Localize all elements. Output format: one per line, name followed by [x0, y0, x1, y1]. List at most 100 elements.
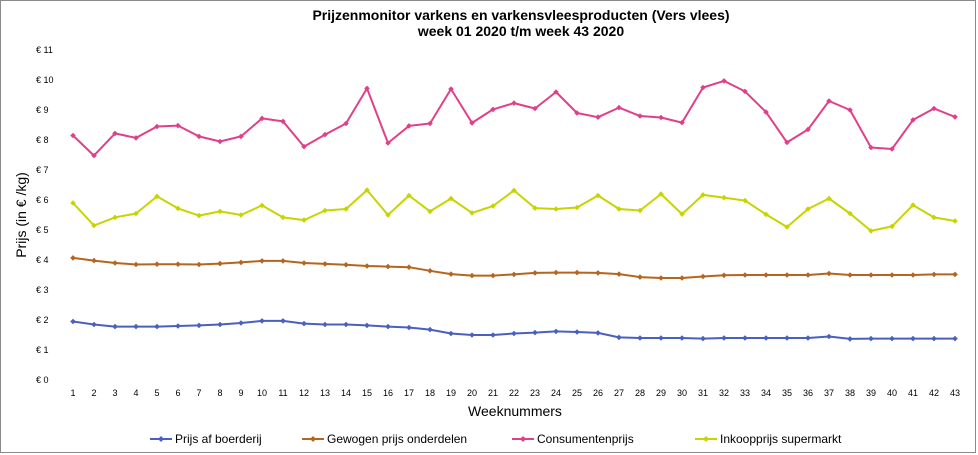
data-point: [385, 263, 391, 270]
x-tick-label: 28: [635, 388, 645, 398]
data-point: [280, 118, 286, 125]
x-tick-label: 2: [91, 388, 96, 398]
x-tick-label: 40: [887, 388, 897, 398]
data-point: [742, 197, 748, 204]
data-point: [427, 268, 433, 274]
x-tick-label: 16: [383, 388, 393, 398]
y-tick-label: € 6: [36, 195, 49, 205]
data-point: [637, 113, 643, 119]
data-point: [721, 78, 727, 84]
data-point: [595, 270, 601, 276]
data-point: [364, 322, 370, 329]
x-tick-label: 23: [530, 388, 540, 398]
data-point: [532, 105, 538, 112]
data-point: [91, 257, 97, 264]
data-point: [322, 131, 328, 138]
x-tick-label: 36: [803, 388, 813, 398]
data-point: [385, 323, 391, 330]
data-point: [595, 192, 601, 199]
data-point: [175, 122, 181, 129]
data-point: [343, 206, 349, 212]
data-point: [931, 214, 937, 221]
data-point: [259, 318, 265, 324]
data-point: [637, 207, 643, 214]
data-point: [805, 335, 811, 341]
series-line: [72, 189, 956, 232]
data-point: [196, 133, 202, 140]
series-line: [72, 79, 956, 157]
data-point: [616, 271, 622, 277]
data-point: [532, 270, 538, 276]
data-point: [427, 120, 433, 127]
data-point: [301, 217, 307, 223]
data-point: [616, 206, 622, 212]
data-point: [826, 195, 832, 202]
data-point: [721, 272, 727, 279]
x-tick-label: 18: [425, 388, 435, 398]
data-point: [406, 192, 412, 199]
x-tick-label: 22: [509, 388, 519, 398]
x-tick-label: 10: [257, 388, 267, 398]
y-tick-label: € 7: [36, 165, 49, 175]
data-point: [658, 335, 664, 341]
chart-title-line2: week 01 2020 t/m week 43 2020: [417, 23, 624, 39]
data-point: [952, 114, 958, 120]
legend-label: Consumentenprijs: [537, 432, 634, 446]
data-point: [259, 115, 265, 122]
data-point: [301, 260, 307, 266]
y-axis-ticks: € 0 € 1 € 2 € 3 € 4 € 5 € 6 € 7 € 8 € 9 € 10 € 11: [36, 45, 54, 385]
x-axis-label: Weeknummers: [468, 403, 562, 419]
data-point: [679, 335, 685, 341]
data-point: [175, 323, 181, 329]
data-point: [910, 272, 916, 278]
data-point: [469, 272, 475, 279]
x-tick-label: 6: [175, 388, 180, 398]
x-tick-label: 30: [677, 388, 687, 398]
data-point: [616, 334, 622, 341]
x-tick-label: 8: [217, 388, 222, 398]
data-point: [637, 274, 643, 280]
data-point: [742, 88, 748, 95]
data-point: [532, 205, 538, 211]
data-point: [826, 333, 832, 340]
data-point: [112, 130, 118, 137]
y-tick-label: € 10: [36, 75, 54, 85]
x-tick-label: 13: [320, 388, 330, 398]
data-point: [469, 210, 475, 216]
data-point: [364, 263, 370, 269]
data-point: [553, 206, 559, 212]
data-point: [343, 321, 349, 328]
data-point: [280, 214, 286, 221]
y-tick-label: € 5: [36, 225, 49, 235]
data-point: [868, 272, 874, 278]
series-consumentenprijs: [70, 78, 958, 159]
data-point: [658, 191, 664, 197]
data-point: [595, 114, 601, 120]
legend-marker: [310, 436, 316, 442]
legend-marker: [158, 436, 164, 442]
data-point: [511, 330, 517, 337]
data-point: [763, 109, 769, 115]
series-gewogen-prijs-onderdelen: [70, 255, 958, 281]
data-point: [91, 321, 97, 328]
data-point: [595, 330, 601, 336]
data-point: [91, 222, 97, 229]
data-point: [175, 261, 181, 267]
data-point: [343, 262, 349, 268]
x-tick-label: 14: [341, 388, 351, 398]
legend-item: Gewogen prijs onderdelen: [302, 432, 467, 446]
data-point: [679, 211, 685, 217]
legend-item: Consumentenprijs: [512, 432, 634, 446]
data-point: [826, 98, 832, 104]
x-tick-label: 19: [446, 388, 456, 398]
data-point: [931, 271, 937, 278]
x-tick-label: 27: [614, 388, 624, 398]
data-point: [322, 261, 328, 267]
data-point: [868, 144, 874, 151]
data-point: [700, 192, 706, 198]
x-tick-label: 41: [908, 388, 918, 398]
data-point: [658, 275, 664, 281]
y-tick-label: € 0: [36, 375, 49, 385]
